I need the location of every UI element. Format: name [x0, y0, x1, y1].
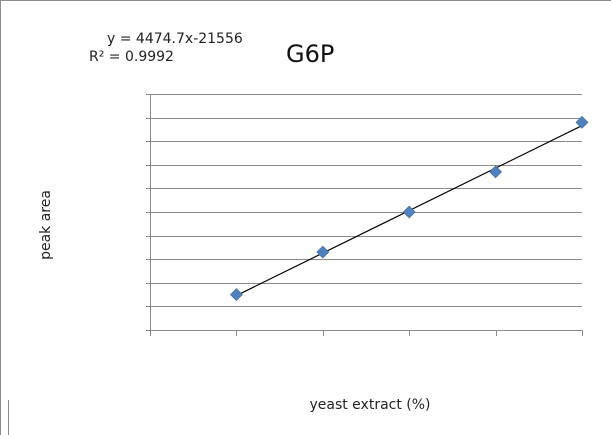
equation-label: y = 4474.7x-21556 [107, 31, 243, 47]
y-axis-label: peak area [38, 190, 54, 260]
data-point-marker [489, 165, 503, 179]
data-point-marker [402, 205, 416, 219]
data-point-marker [316, 245, 330, 259]
x-axis-label: yeast extract (%) [309, 397, 430, 413]
axes [146, 94, 583, 336]
r-squared-label: R² = 0.9992 [89, 49, 174, 65]
chart-title: G6P [286, 40, 334, 68]
data-points [229, 115, 589, 302]
data-point-marker [229, 288, 243, 302]
gridlines [146, 94, 582, 307]
data-point-marker [575, 115, 589, 129]
